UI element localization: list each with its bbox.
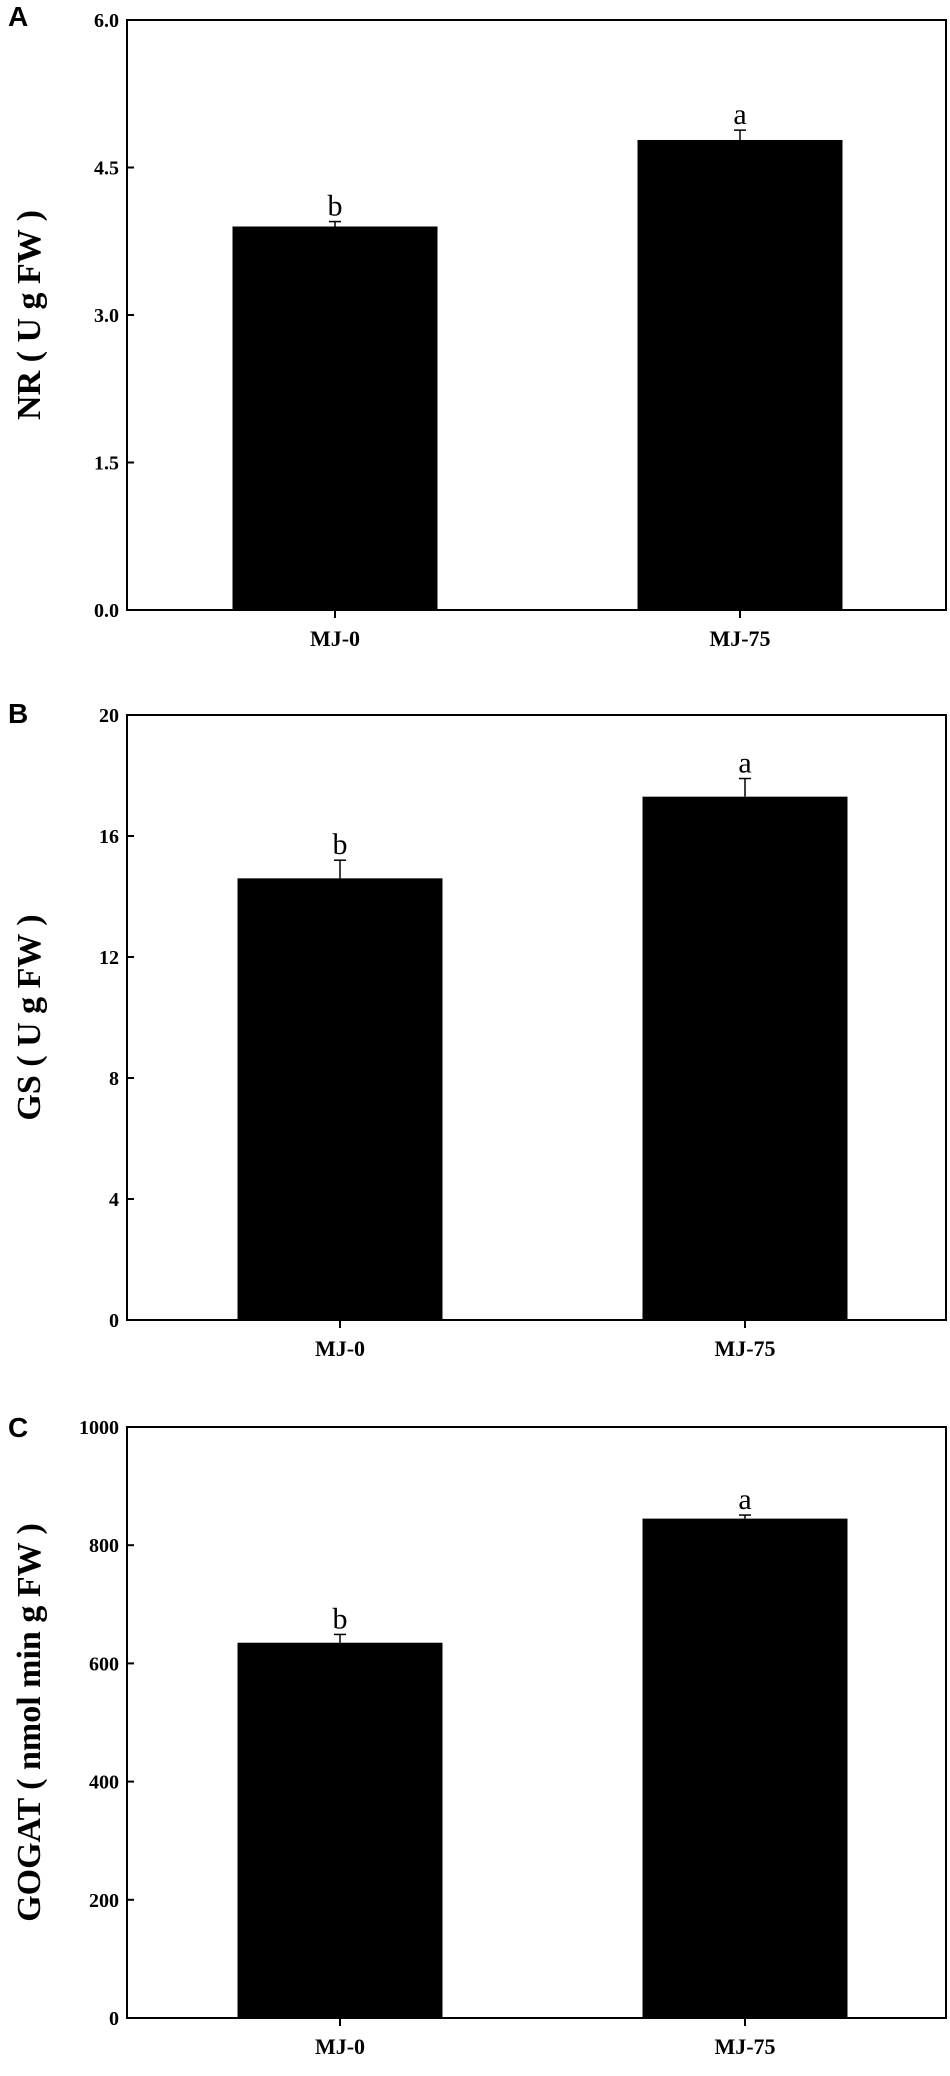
bar-mj-75	[642, 1518, 848, 2018]
y-axis-title: NR ( U g FW )	[11, 210, 48, 420]
category-label: MJ-75	[709, 626, 770, 651]
y-tick-label: 4.5	[94, 158, 119, 180]
y-tick-label: 600	[89, 1653, 119, 1675]
panel-b: B 0 4 8 12 16 20 b MJ-0 a MJ-75 GS ( U g FW )	[8, 698, 947, 1361]
category-label: MJ-75	[714, 2034, 775, 2059]
significance-label: b	[333, 828, 348, 861]
bar-mj-0	[232, 226, 438, 610]
category-label: MJ-0	[315, 2034, 365, 2059]
significance-label: b	[333, 1602, 348, 1635]
panel-letter: A	[8, 1, 28, 32]
y-tick-label: 0	[109, 1310, 119, 1332]
y-tick-label: 200	[89, 1890, 119, 1912]
category-label: MJ-0	[310, 626, 360, 651]
panel-a: A 0.0 1.5 3.0 4.5 6.0 b MJ-0 a MJ-75 NR ( U g FW )	[8, 1, 947, 651]
y-tick-label: 1.5	[94, 453, 119, 475]
y-tick-label: 16	[99, 826, 119, 848]
y-tick-label: 6.0	[94, 10, 119, 32]
y-tick-label: 800	[89, 1535, 119, 1557]
significance-label: a	[738, 1483, 751, 1516]
panel-letter: C	[8, 1412, 28, 1443]
y-tick-label: 20	[99, 705, 119, 727]
y-tick-label: 400	[89, 1772, 119, 1794]
plot-frame	[126, 714, 947, 1321]
category-label: MJ-0	[315, 1336, 365, 1361]
plot-frame	[126, 1426, 947, 2019]
y-tick-label: 3.0	[94, 305, 119, 327]
y-axis-title: GS ( U g FW )	[11, 914, 48, 1120]
y-axis-title: GOGAT ( nmol min g FW )	[11, 1523, 48, 1922]
bar-mj-0	[237, 1642, 443, 2018]
y-tick-label: 1000	[79, 1417, 119, 1439]
y-tick-label: 0.0	[94, 600, 119, 622]
bar-mj-0	[237, 878, 443, 1320]
bar-mj-75	[642, 796, 848, 1320]
y-tick-label: 0	[109, 2008, 119, 2030]
significance-label: a	[738, 747, 751, 780]
y-tick-label: 4	[109, 1189, 119, 1211]
y-tick-label: 12	[99, 947, 119, 969]
category-label: MJ-75	[714, 1336, 775, 1361]
y-tick-label: 8	[109, 1068, 119, 1090]
bar-mj-75	[637, 139, 843, 610]
panel-c: C 0 200 400 600 800 1000 b MJ-0 a MJ-75 GOGAT ( nmo…	[8, 1412, 947, 2059]
significance-label: b	[328, 190, 343, 223]
panel-letter: B	[8, 698, 28, 729]
significance-label: a	[733, 98, 746, 131]
